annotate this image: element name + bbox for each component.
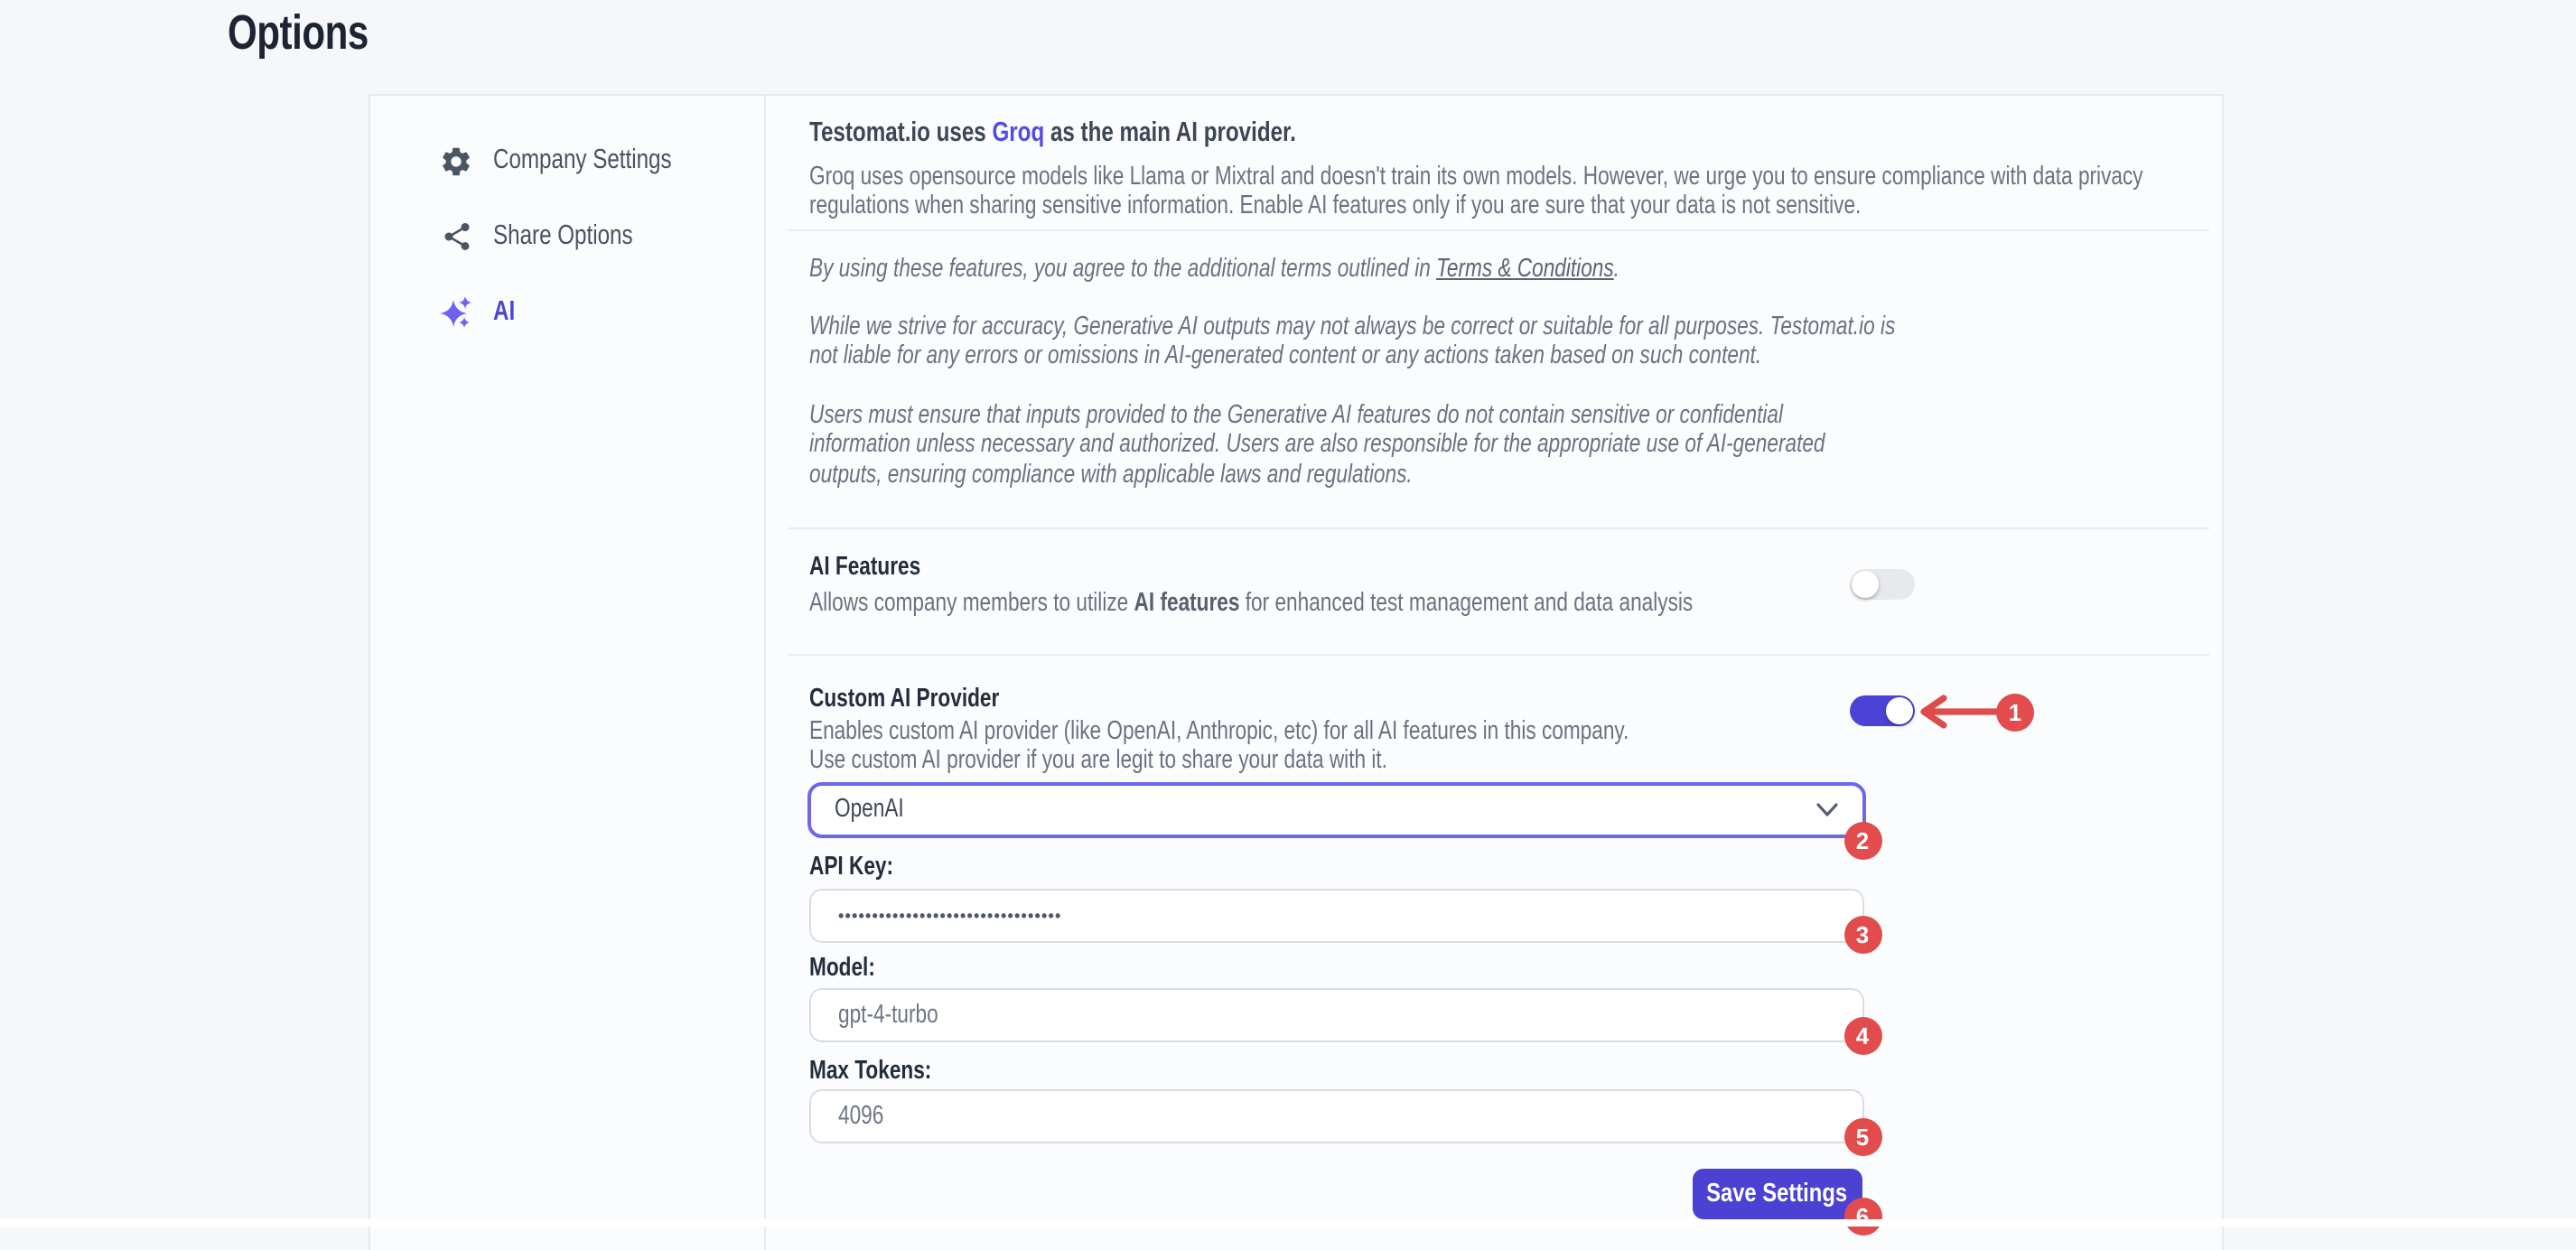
provider-heading: Testomat.io uses Groq as the main AI pro… — [809, 117, 1433, 149]
sparkles-icon — [439, 294, 473, 329]
custom-provider-toggle[interactable] — [1850, 695, 1915, 726]
model-input[interactable]: gpt-4-turbo — [809, 988, 1864, 1042]
toggle-knob — [1852, 570, 1879, 597]
ai-features-desc-post: for enhanced test management and data an… — [1239, 588, 1694, 617]
terms-conditions-link[interactable]: Terms & Conditions — [1436, 254, 1614, 283]
save-settings-label: Save Settings — [1707, 1179, 1848, 1208]
model-label: Model: — [809, 954, 875, 983]
max-tokens-input[interactable]: 4096 — [809, 1089, 1864, 1143]
ai-features-title: AI Features — [809, 552, 921, 581]
terms-agreement-pre: By using these features, you agree to th… — [809, 254, 1437, 283]
ai-features-desc-bold: AI features — [1134, 588, 1240, 617]
page-title: Options — [228, 5, 408, 60]
api-key-masked-value: ••••••••••••••••••••••••••••••••• — [838, 906, 1062, 924]
bottom-edge — [0, 1219, 2576, 1227]
api-key-label: API Key: — [809, 853, 894, 882]
chevron-down-icon — [1815, 801, 1839, 817]
annotation-badge-6: 6 — [1843, 1198, 1881, 1236]
provider-select[interactable]: OpenAI — [807, 781, 1866, 837]
page-title-text: Options — [228, 5, 369, 60]
toggle-knob — [1886, 697, 1913, 724]
gear-icon — [439, 144, 473, 178]
provider-heading-post: as the main AI provider. — [1044, 117, 1296, 147]
settings-card: Company Settings Share Options AI — [369, 94, 2224, 1250]
settings-sidebar: Company Settings Share Options AI — [370, 96, 766, 1250]
terms-agreement-post: . — [1613, 254, 1619, 283]
share-icon — [439, 219, 473, 253]
annotation-badge-4: 4 — [1843, 1016, 1881, 1054]
ai-features-description: Allows company members to utilize AI fea… — [809, 588, 2576, 618]
custom-provider-title: Custom AI Provider — [809, 684, 1000, 713]
terms-agreement: By using these features, you agree to th… — [809, 254, 2576, 284]
annotation-badge-3: 3 — [1843, 915, 1881, 953]
sidebar-item-label: Company Settings — [493, 145, 672, 175]
accuracy-disclaimer: While we strive for accuracy, Generative… — [809, 312, 1896, 370]
groq-link[interactable]: Groq — [992, 117, 1045, 147]
ai-settings-panel: Testomat.io uses Groq as the main AI pro… — [764, 96, 2222, 1250]
sidebar-item-ai[interactable]: AI — [439, 290, 521, 333]
sidebar-item-share-options[interactable]: Share Options — [439, 214, 672, 257]
arrow-left-icon — [1920, 695, 2005, 729]
sidebar-item-label: AI — [493, 295, 516, 326]
model-value: gpt-4-turbo — [838, 1001, 938, 1030]
annotation-badge-1: 1 — [1996, 693, 2034, 731]
sidebar-item-label: Share Options — [493, 219, 633, 250]
max-tokens-label: Max Tokens: — [809, 1056, 932, 1085]
provider-heading-pre: Testomat.io uses — [809, 117, 993, 147]
ai-features-desc-pre: Allows company members to utilize — [809, 588, 1134, 617]
provider-description: Groq uses opensource models like Llama o… — [809, 162, 2143, 220]
sidebar-item-company-settings[interactable]: Company Settings — [439, 139, 722, 182]
divider — [788, 229, 2209, 230]
user-responsibility-disclaimer: Users must ensure that inputs provided t… — [809, 400, 1825, 489]
api-key-input[interactable]: ••••••••••••••••••••••••••••••••• — [809, 888, 1864, 942]
divider — [788, 527, 2209, 528]
divider — [788, 654, 2209, 656]
custom-provider-description: Enables custom AI provider (like OpenAI,… — [809, 716, 1629, 775]
max-tokens-value: 4096 — [838, 1102, 884, 1131]
save-settings-button[interactable]: Save Settings — [1693, 1169, 1862, 1218]
ai-features-toggle[interactable] — [1850, 568, 1915, 599]
annotation-badge-5: 5 — [1843, 1118, 1881, 1156]
provider-select-value: OpenAI — [835, 795, 904, 824]
annotation-badge-2: 2 — [1843, 822, 1881, 860]
